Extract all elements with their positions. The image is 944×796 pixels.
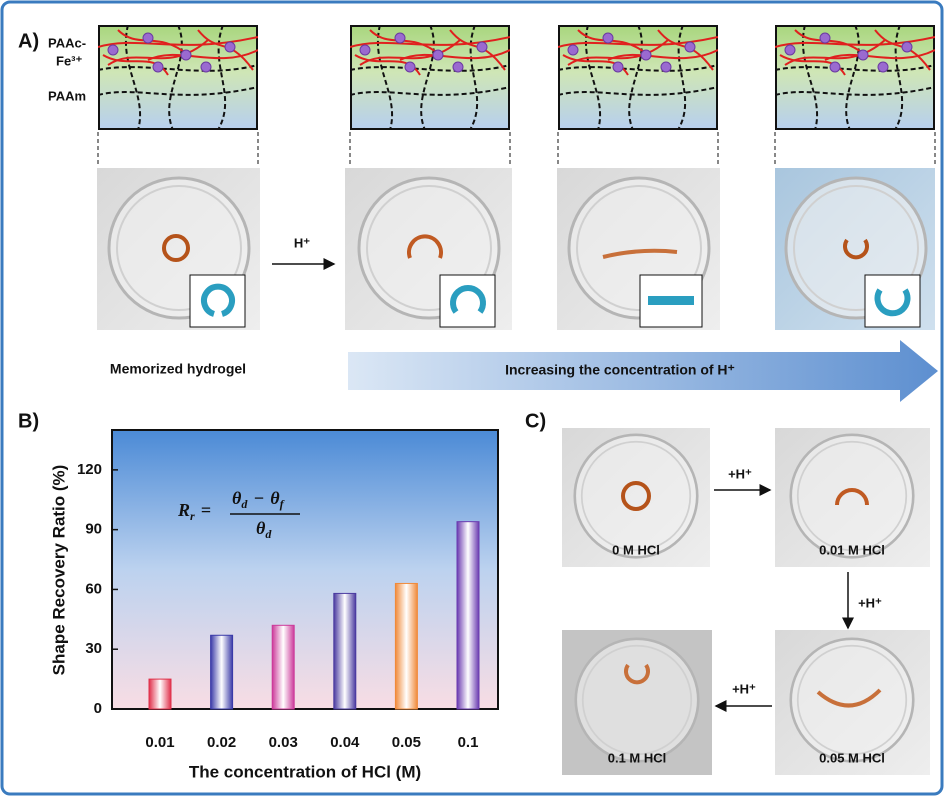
arrow-label: +H⁺ — [728, 466, 752, 481]
bar — [334, 593, 356, 709]
y-tick-label: 60 — [85, 580, 102, 597]
caption: Memorized hydrogel — [110, 361, 246, 377]
x-tick-label: 0.02 — [207, 734, 236, 751]
photo: 0.01 M HCl — [775, 428, 930, 567]
formula-part: = — [201, 500, 211, 520]
x-tick-label: 0.05 — [392, 734, 421, 751]
panel-label: C) — [525, 410, 546, 432]
photo-label: 0.1 M HCl — [608, 750, 667, 765]
photo: 0 M HCl — [562, 428, 710, 567]
x-tick-label: 0.01 — [145, 734, 174, 751]
y-tick-label: 120 — [77, 461, 102, 478]
layer-label: PAAc- — [48, 35, 86, 50]
y-tick-label: 30 — [85, 640, 102, 657]
photo — [97, 168, 260, 330]
plot-area — [112, 430, 498, 709]
schematic — [350, 25, 510, 130]
layer-label: Fe³⁺ — [56, 53, 83, 68]
x-tick-label: 0.04 — [330, 734, 360, 751]
panel-label: B) — [18, 410, 39, 432]
formula-numerator: θd−θf — [232, 488, 285, 511]
photo-label: 0 M HCl — [612, 542, 660, 557]
x-tick-label: 0.1 — [458, 734, 479, 751]
formula-part: d — [241, 497, 248, 511]
arrow-label: +H⁺ — [732, 681, 756, 696]
formula-part: − — [253, 488, 264, 508]
bar — [211, 635, 233, 709]
x-axis-title: The concentration of HCl (M) — [189, 762, 421, 781]
y-tick-label: 90 — [85, 521, 102, 538]
photo — [557, 168, 720, 330]
schematic — [775, 25, 935, 130]
photo-label: 0.05 M HCl — [819, 750, 885, 765]
photo-label: 0.01 M HCl — [819, 542, 885, 557]
photo: 0.1 M HCl — [562, 630, 712, 775]
schematic — [98, 25, 258, 130]
bar — [149, 679, 171, 709]
layer-label: PAAm — [48, 88, 86, 103]
schematic — [558, 25, 718, 130]
figure: A) PAAc- Fe³⁺ PAAm H⁺ Memorized hydrogel… — [0, 0, 944, 796]
arrow-label: +H⁺ — [858, 595, 882, 610]
y-axis-title: Shape Recovery Ratio (%) — [49, 465, 68, 676]
x-tick-label: 0.03 — [269, 734, 298, 751]
bar — [395, 583, 417, 709]
panel-label: A) — [18, 30, 39, 52]
caption: Increasing the concentration of H⁺ — [505, 362, 735, 378]
photo — [345, 168, 512, 330]
formula-part: r — [190, 509, 195, 523]
formula-part: R — [177, 500, 190, 520]
bar — [272, 625, 294, 709]
formula-part: d — [265, 527, 272, 541]
arrow-label: H⁺ — [294, 235, 310, 250]
photo: 0.05 M HCl — [775, 630, 930, 775]
y-tick-label: 0 — [94, 700, 102, 717]
bar — [457, 522, 479, 709]
photo — [775, 168, 935, 330]
